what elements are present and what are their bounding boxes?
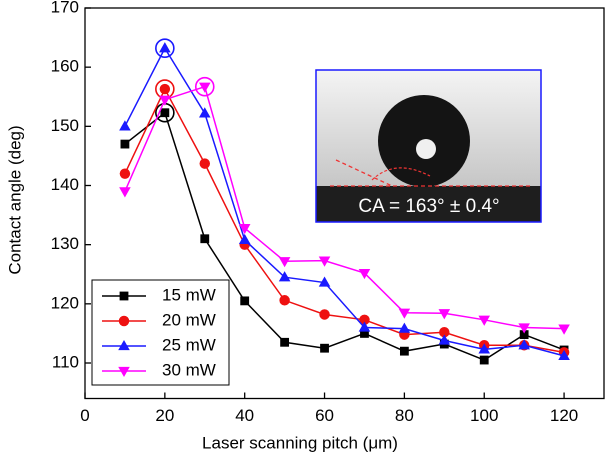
droplet-highlight — [416, 139, 436, 159]
highlight-ring — [155, 38, 175, 59]
legend-label: 25 mW — [162, 335, 216, 354]
inset: CA = 163° ± 0.4° — [315, 69, 542, 223]
series-line — [124, 46, 565, 357]
highlight-ring — [194, 76, 215, 97]
marker — [279, 295, 290, 306]
marker — [398, 308, 411, 319]
marker — [320, 343, 329, 353]
substrate — [316, 186, 541, 222]
x-axis-label: Laser scanning pitch (μm) — [202, 433, 398, 452]
plot — [119, 38, 570, 365]
marker — [358, 321, 371, 332]
x-tick-label: 100 — [470, 406, 498, 425]
marker — [438, 334, 451, 345]
y-tick-label: 140 — [51, 175, 79, 194]
y-tick-label: 150 — [51, 116, 79, 135]
marker — [159, 95, 171, 106]
marker — [119, 291, 129, 301]
inset-border — [315, 69, 542, 223]
y-tick-label: 130 — [51, 234, 79, 253]
marker — [318, 256, 331, 267]
marker — [358, 268, 371, 280]
marker — [519, 330, 529, 339]
marker — [120, 139, 130, 149]
marker — [198, 82, 211, 93]
marker — [240, 296, 250, 306]
legend-label: 20 mW — [162, 310, 216, 329]
inset-label: CA = 163° ± 0.4° — [358, 196, 499, 217]
legend-label: 30 mW — [162, 360, 216, 379]
x-tick-label: 20 — [155, 406, 174, 425]
marker — [360, 329, 369, 338]
marker — [479, 355, 489, 365]
marker — [478, 315, 491, 326]
marker — [159, 42, 171, 53]
marker — [159, 83, 171, 95]
y-tick-label: 160 — [51, 57, 79, 76]
y-tick-label: 170 — [51, 0, 79, 16]
series-line — [124, 85, 565, 330]
tangent-line — [335, 159, 393, 187]
marker — [278, 257, 291, 268]
x-tick-label: 120 — [550, 406, 578, 425]
marker — [119, 168, 131, 179]
series-line — [124, 87, 565, 354]
marker — [438, 309, 451, 320]
x-tick-label: 80 — [395, 406, 414, 425]
marker — [399, 346, 409, 356]
legend-label: 15 mW — [162, 285, 216, 304]
marker — [518, 323, 530, 334]
marker — [200, 234, 210, 244]
y-axis-label: Contact angle (deg) — [5, 125, 24, 274]
marker — [518, 339, 530, 350]
marker — [478, 343, 491, 354]
marker — [439, 327, 450, 338]
marker — [398, 322, 411, 333]
marker — [238, 233, 251, 245]
marker — [319, 309, 330, 320]
x-tick-label: 60 — [315, 406, 334, 425]
marker — [118, 339, 130, 351]
marker — [118, 366, 130, 378]
plot-frame — [84, 7, 605, 400]
marker — [318, 276, 331, 287]
marker — [558, 349, 570, 361]
marker — [359, 314, 370, 326]
marker — [278, 271, 291, 282]
y-tick-label: 120 — [51, 293, 79, 312]
marker — [558, 324, 570, 335]
legend-box — [91, 279, 230, 386]
angle-arc — [371, 167, 431, 181]
marker — [198, 107, 211, 118]
marker — [119, 187, 131, 198]
y-tick-label: 110 — [52, 352, 79, 371]
marker — [119, 120, 131, 131]
marker — [280, 337, 290, 347]
x-tick-label: 0 — [80, 406, 89, 425]
marker — [199, 158, 210, 169]
legend: 15 mW 20 mW 25 mW 30 mW — [91, 279, 230, 386]
marker — [118, 315, 130, 327]
marker — [238, 223, 251, 235]
x-tick-label: 40 — [235, 406, 254, 425]
series-line — [124, 111, 565, 361]
marker — [160, 108, 170, 118]
